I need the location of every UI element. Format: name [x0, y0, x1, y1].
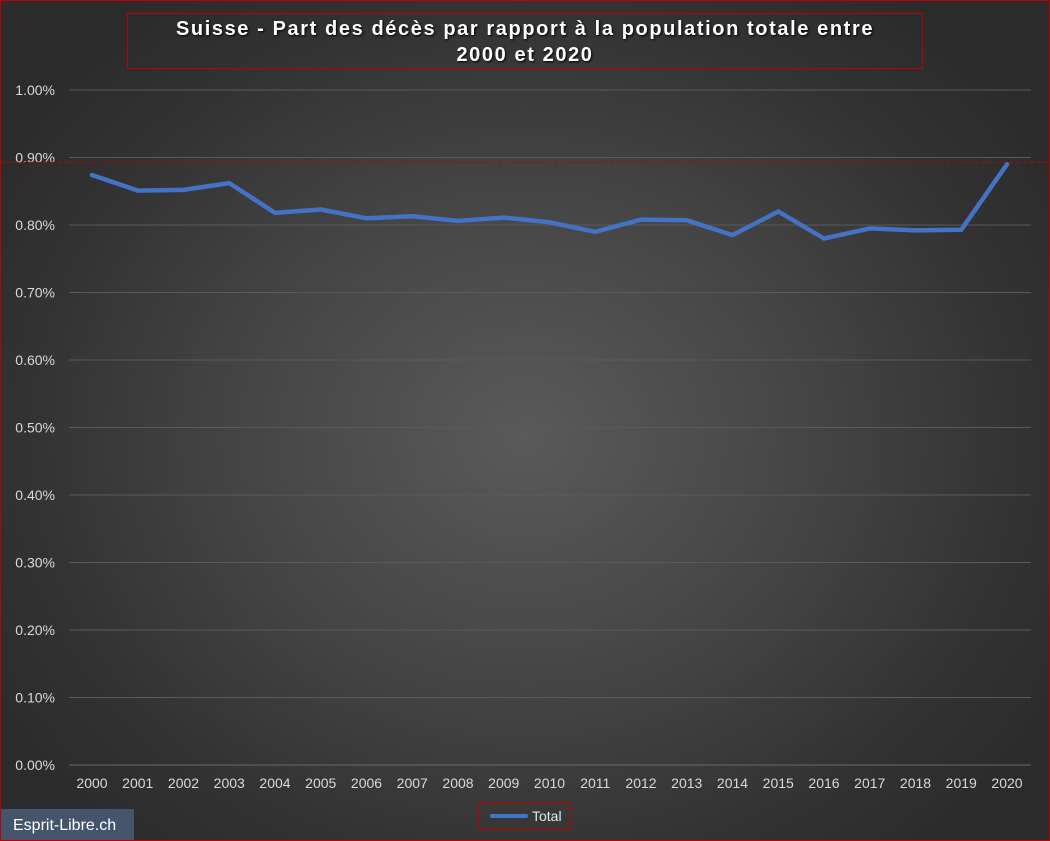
y-tick-label: 0.80%: [15, 217, 55, 233]
data-point: [1004, 162, 1010, 167]
watermark: Esprit-Libre.ch: [1, 809, 134, 840]
data-point: [638, 217, 644, 222]
y-tick-label: 0.60%: [15, 352, 55, 368]
data-point: [364, 216, 369, 221]
y-tick-label: 0.30%: [15, 555, 55, 571]
y-tick-label: 0.00%: [15, 757, 55, 773]
x-tick-label: 2015: [763, 775, 794, 791]
data-point: [959, 227, 964, 232]
x-tick-label: 2002: [168, 775, 199, 791]
data-point: [89, 172, 95, 178]
x-tick-label: 2011: [580, 775, 610, 791]
y-tick-label: 0.50%: [15, 420, 55, 436]
y-tick-label: 0.20%: [15, 622, 55, 638]
x-tick-label: 2017: [854, 775, 885, 791]
x-tick-label: 2004: [259, 775, 290, 791]
y-tick-label: 0.70%: [15, 285, 55, 301]
x-tick-label: 2018: [900, 775, 931, 791]
x-tick-label: 2007: [397, 775, 428, 791]
data-point: [867, 226, 872, 231]
data-point: [913, 228, 918, 233]
data-point: [272, 210, 278, 216]
x-tick-label: 2016: [808, 775, 839, 791]
data-point: [135, 188, 140, 193]
x-tick-label: 2003: [214, 775, 245, 791]
data-point: [181, 187, 186, 193]
data-point: [501, 215, 506, 220]
x-tick-label: 2019: [946, 775, 977, 791]
data-point: [410, 214, 415, 219]
x-tick-label: 2005: [305, 775, 336, 791]
data-point: [593, 229, 598, 234]
y-axis: 0.00% 0.10% 0.20% 0.30% 0.40% 0.50% 0.60% 0.70%…: [15, 82, 55, 773]
chart-title-line-2: 2000 et 2020: [456, 44, 594, 66]
chart-title: Suisse - Part des décès par rapport à la…: [127, 13, 923, 69]
legend-swatch-total: [490, 814, 528, 818]
chart-title-line-1: Suisse - Part des décès par rapport à la…: [175, 18, 875, 40]
legend: Total: [479, 803, 572, 829]
gridlines: [69, 89, 1031, 766]
data-point: [821, 236, 827, 241]
x-tick-label: 2012: [625, 775, 656, 791]
data-point: [547, 220, 552, 225]
x-tick-label: 2000: [76, 775, 107, 791]
series-total: [89, 162, 1010, 241]
x-tick-label: 2009: [488, 775, 519, 791]
data-point: [455, 218, 461, 224]
data-point: [730, 232, 735, 238]
x-tick-label: 2010: [534, 775, 565, 791]
x-tick-label: 2001: [122, 775, 153, 791]
data-point: [684, 218, 689, 223]
data-point: [776, 209, 781, 214]
y-tick-label: 0.10%: [15, 690, 55, 706]
y-tick-label: 1.00%: [15, 82, 55, 98]
y-tick-label: 0.90%: [15, 150, 55, 166]
legend-label-total: Total: [532, 808, 562, 824]
data-point: [227, 180, 232, 186]
y-tick-label: 0.40%: [15, 487, 55, 503]
x-tick-label: 2014: [717, 775, 748, 791]
x-axis: 2000 2001 2002 2003 2004 2005 2006 2007 2008 2009…: [76, 775, 1022, 791]
x-tick-label: 2020: [991, 775, 1022, 791]
x-tick-label: 2013: [671, 775, 702, 791]
x-tick-label: 2008: [442, 775, 473, 791]
x-tick-label: 2006: [351, 775, 382, 791]
data-point: [318, 207, 323, 212]
